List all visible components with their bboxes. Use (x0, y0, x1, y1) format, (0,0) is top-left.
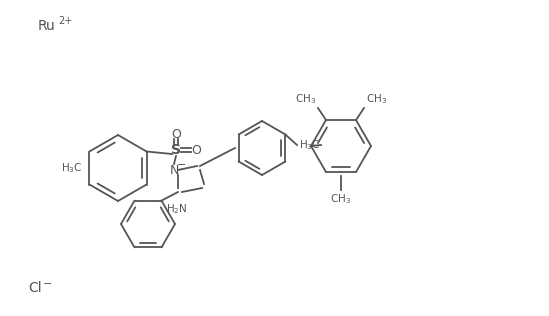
Text: −: − (177, 160, 187, 170)
Text: 2+: 2+ (58, 16, 72, 26)
Text: H$_2$N: H$_2$N (166, 202, 188, 216)
Text: H$_3$C: H$_3$C (61, 161, 83, 175)
Text: O: O (191, 143, 201, 156)
Text: N: N (169, 163, 178, 177)
Text: CH$_3$: CH$_3$ (330, 192, 351, 206)
Text: S: S (171, 143, 181, 157)
Text: Ru: Ru (38, 19, 56, 33)
Text: H$_3$C: H$_3$C (299, 138, 321, 152)
Text: CH$_3$: CH$_3$ (295, 92, 316, 106)
Text: −: − (43, 279, 52, 289)
Text: CH$_3$: CH$_3$ (366, 92, 387, 106)
Text: Cl: Cl (28, 281, 42, 295)
Text: O: O (171, 127, 181, 141)
